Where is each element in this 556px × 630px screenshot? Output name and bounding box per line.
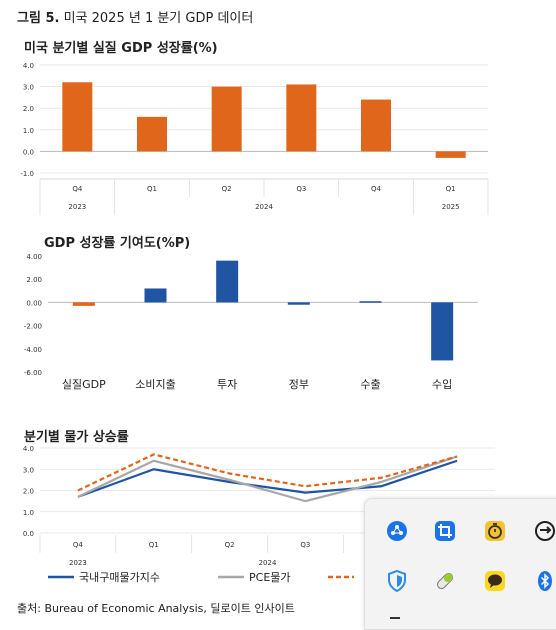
x-tick-label: 투자 [217,378,237,391]
y-tick-label: 0.00 [26,299,42,307]
series-line [77,455,458,503]
x-tick-label: 실질GDP [62,378,106,391]
chart2-title: GDP 성장률 기여도(%P) [44,236,191,251]
y-tick-label: 4.0 [23,445,34,453]
bar [144,288,167,303]
figure-title: 그림 5. 미국 2025 년 1 분기 GDP 데이터 [17,7,253,26]
y-tick-label: 0.0 [23,148,34,156]
gdp-growth-chart: 4.0 3.0 2.0 1.0 0.0 -1.0 Q4 Q1 Q2 Q3 Q4 Q1 2023 2024 2… [20,62,489,215]
y-tick-label: 0.0 [23,530,34,538]
year-group-label: 2023 [68,203,86,211]
x-tick-label: 소비지출 [135,378,175,391]
pill-icon[interactable] [433,569,457,593]
y-tick-label: 2.0 [23,105,34,113]
x-tick-label: Q3 [296,185,306,193]
bar [211,86,242,152]
bar [62,82,93,152]
x-tick-label: 수출 [360,378,380,391]
gdp-contribution-chart: 4.00 2.00 0.00 -2.00 -4.00 -6.00 실질GDP 소비지출 투자 정부… [24,253,478,391]
x-tick-label: Q4 [73,541,84,549]
chart1-title: 미국 분기별 실질 GDP 성장률(%) [24,41,218,56]
bar [435,151,466,158]
year-group-label: 2023 [69,559,87,567]
x-tick-label: 수입 [432,378,452,391]
bluetooth-icon[interactable] [533,569,556,593]
y-tick-label: 1.0 [23,127,34,135]
chat-bubble-icon[interactable] [483,569,507,593]
source-note: 출처: Bureau of Economic Analysis, 딜로이트 인사… [17,602,295,615]
bar [137,116,167,152]
year-group-label: 2024 [259,559,277,567]
y-tick-label: -4.00 [24,346,42,354]
chart3-title: 분기별 물가 상승률 [24,430,129,445]
year-group-label: 2024 [255,203,273,211]
y-tick-label: 2.00 [26,276,42,284]
y-tick-label: 3.0 [23,84,34,92]
figure-title-text: 미국 2025 년 1 분기 GDP 데이터 [63,11,254,26]
timer-app-icon[interactable] [483,519,507,543]
crop-icon[interactable] [433,519,457,543]
x-tick-label: 정부 [289,378,309,391]
x-tick-label: Q1 [147,185,157,193]
y-tick-label: 1.0 [23,509,34,517]
bar [361,99,391,152]
bar [359,301,382,303]
y-tick-label: 3.0 [23,466,34,474]
bar [286,84,317,152]
year-group-label: 2025 [442,203,460,211]
x-tick-label: Q1 [446,185,456,193]
legend-label: 국내구매물가지수 [79,571,160,584]
legend-label: PCE물가 [249,571,291,584]
bar [431,302,454,361]
y-tick-label: 2.0 [23,488,34,496]
series-line [77,459,458,498]
y-tick-label: 4.0 [23,62,34,70]
bar [287,302,310,305]
sync-app-icon[interactable] [533,519,556,543]
y-tick-label: 4.00 [26,253,42,261]
series-line [77,453,458,492]
inflation-chart: 4.03.02.01.00.0Q4Q1Q2Q3Q4Q120232024국내구매물… [23,445,495,584]
figure-label: 그림 5. [17,11,60,26]
x-tick-label: Q2 [222,185,232,193]
x-tick-label: Q2 [225,541,235,549]
bluetooth-network-icon[interactable] [385,519,409,543]
bar [72,302,95,306]
tray-handle[interactable] [390,617,400,619]
x-tick-label: Q4 [371,185,382,193]
taskbar-tray-flyout [364,498,556,630]
bar [216,260,239,303]
y-tick-label: -2.00 [24,323,42,331]
shield-icon[interactable] [385,569,409,593]
y-tick-label: -6.00 [24,369,42,377]
x-tick-label: Q3 [300,541,310,549]
x-tick-label: Q1 [149,541,159,549]
x-tick-label: Q4 [72,185,83,193]
y-tick-label: -1.0 [20,170,34,178]
